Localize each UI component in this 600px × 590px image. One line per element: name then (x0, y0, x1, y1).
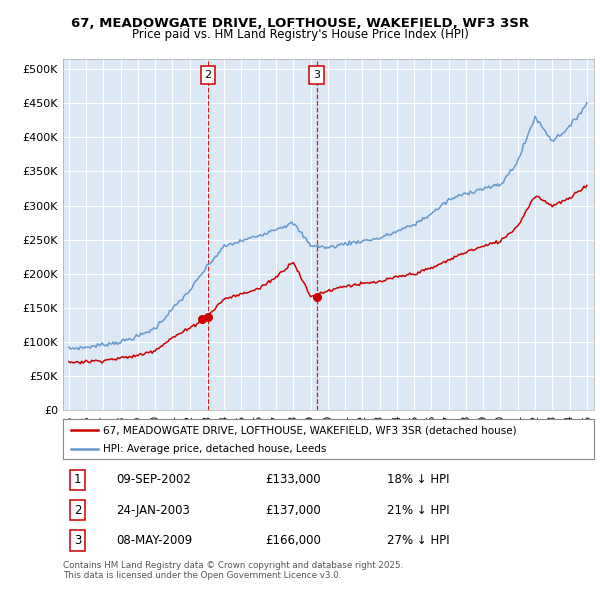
Text: 3: 3 (74, 534, 82, 547)
Text: £133,000: £133,000 (265, 473, 320, 486)
Text: £166,000: £166,000 (265, 534, 320, 547)
Text: 08-MAY-2009: 08-MAY-2009 (116, 534, 193, 547)
Text: £137,000: £137,000 (265, 503, 320, 517)
Text: 67, MEADOWGATE DRIVE, LOFTHOUSE, WAKEFIELD, WF3 3SR (detached house): 67, MEADOWGATE DRIVE, LOFTHOUSE, WAKEFIE… (103, 425, 517, 435)
Text: 18% ↓ HPI: 18% ↓ HPI (387, 473, 449, 486)
Text: Contains HM Land Registry data © Crown copyright and database right 2025.
This d: Contains HM Land Registry data © Crown c… (63, 560, 403, 580)
Text: 3: 3 (313, 70, 320, 80)
Text: 24-JAN-2003: 24-JAN-2003 (116, 503, 190, 517)
Text: 67, MEADOWGATE DRIVE, LOFTHOUSE, WAKEFIELD, WF3 3SR: 67, MEADOWGATE DRIVE, LOFTHOUSE, WAKEFIE… (71, 17, 529, 30)
Text: 09-SEP-2002: 09-SEP-2002 (116, 473, 191, 486)
Text: Price paid vs. HM Land Registry's House Price Index (HPI): Price paid vs. HM Land Registry's House … (131, 28, 469, 41)
Text: 27% ↓ HPI: 27% ↓ HPI (387, 534, 449, 547)
Text: 2: 2 (74, 503, 82, 517)
Text: HPI: Average price, detached house, Leeds: HPI: Average price, detached house, Leed… (103, 444, 326, 454)
Text: 21% ↓ HPI: 21% ↓ HPI (387, 503, 449, 517)
Text: 1: 1 (74, 473, 82, 486)
Text: 2: 2 (205, 70, 212, 80)
